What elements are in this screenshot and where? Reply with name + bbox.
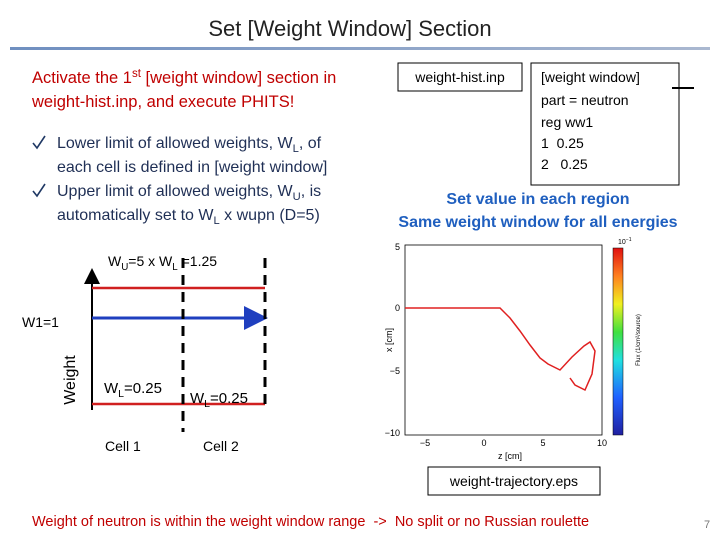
input-line: 1 0.25 <box>541 135 584 151</box>
subscript: L <box>118 388 124 400</box>
note: Same weight window for all energies <box>398 214 677 231</box>
bullet: Upper limit of allowed weights, WU, is <box>57 183 321 203</box>
label-part: W <box>104 380 119 397</box>
input-box <box>530 62 680 186</box>
x-tick-label: 0 <box>481 438 486 448</box>
page-number: 7 <box>704 519 710 531</box>
subscript: L <box>293 143 299 155</box>
y-tick-label: 0 <box>395 303 400 313</box>
instruction: weight-hist.inp, and execute PHITS! <box>31 93 294 111</box>
label-part: =1.25 <box>178 253 218 269</box>
superscript: −1 <box>626 237 632 243</box>
instruction: Activate the 1st [weight window] section… <box>32 68 336 87</box>
label-part: =5 x W <box>128 253 173 269</box>
x-tick-label: 10 <box>597 438 607 448</box>
axis-label: Weight <box>62 355 79 405</box>
check-mark <box>32 183 46 198</box>
x-tick-label: −5 <box>420 438 430 448</box>
file-box <box>397 62 523 92</box>
instruction-part: Activate the 1 <box>32 69 132 87</box>
label-part: 10 <box>618 239 626 246</box>
bullet-part: , of <box>299 135 322 152</box>
plot-frame <box>404 244 603 436</box>
input-line: 2 0.25 <box>541 156 588 172</box>
input-line: reg ww1 <box>541 114 593 130</box>
upper-limit-label: WU=5 x WL =1.25 <box>108 253 217 273</box>
file-name: weight-hist.inp <box>414 69 505 85</box>
y-tick-label: −5 <box>390 366 400 376</box>
subscript: U <box>293 191 301 203</box>
w1-label: W1=1 <box>22 314 59 330</box>
x-tick-label: 5 <box>540 438 545 448</box>
bullet: automatically set to WL x wupn (D=5) <box>57 207 320 227</box>
subscript: L <box>214 215 220 227</box>
bullet: Lower limit of allowed weights, WL, of <box>57 135 322 155</box>
colorbar-max: 10−1 <box>618 237 632 246</box>
y-axis-label: x [cm] <box>384 328 394 352</box>
note: Set value in each region <box>446 191 629 208</box>
bullet: each cell is defined in [weight window] <box>57 159 327 176</box>
bullet-part: automatically set to W <box>57 207 214 224</box>
trajectory <box>405 307 596 392</box>
title-rule <box>10 47 710 50</box>
lower-limit-label: WL=0.25 <box>190 390 248 410</box>
bullet-part: Lower limit of allowed weights, W <box>57 135 294 152</box>
file-box <box>427 466 601 496</box>
bullet-part: , is <box>301 183 321 200</box>
colorbar <box>612 247 624 436</box>
label-part: =0.25 <box>210 390 248 407</box>
cell-label: Cell 1 <box>105 438 141 454</box>
label-part: W <box>108 253 122 269</box>
instruction-part: [weight window] section in <box>141 69 336 87</box>
cell-label: Cell 2 <box>203 438 239 454</box>
file-name: weight-trajectory.eps <box>449 473 578 489</box>
superscript: st <box>132 68 142 80</box>
label-part: W <box>190 390 205 407</box>
x-axis-label: z [cm] <box>498 451 522 461</box>
bullet-part: x wupn (D=5) <box>220 207 320 224</box>
y-tick-label: 5 <box>395 242 400 252</box>
check-marks <box>32 135 46 198</box>
title: Set [Weight Window] Section <box>208 16 491 41</box>
subscript: L <box>172 262 178 273</box>
input-line: [weight window] <box>541 69 640 85</box>
check-mark <box>32 135 46 150</box>
y-tick-label: −10 <box>385 428 400 438</box>
lower-limit-label: WL=0.25 <box>104 380 162 400</box>
footer-message: Weight of neutron is within the weight w… <box>32 514 589 530</box>
subscript: L <box>204 398 210 410</box>
label-part: =0.25 <box>124 380 162 397</box>
bullet-part: Upper limit of allowed weights, W <box>57 183 294 200</box>
input-line: part = neutron <box>541 92 629 108</box>
subscript: U <box>121 262 128 273</box>
bullet-part: each cell is defined in [weight window] <box>57 159 327 176</box>
colorbar-label: Flux (1/cm²/source) <box>636 314 642 366</box>
